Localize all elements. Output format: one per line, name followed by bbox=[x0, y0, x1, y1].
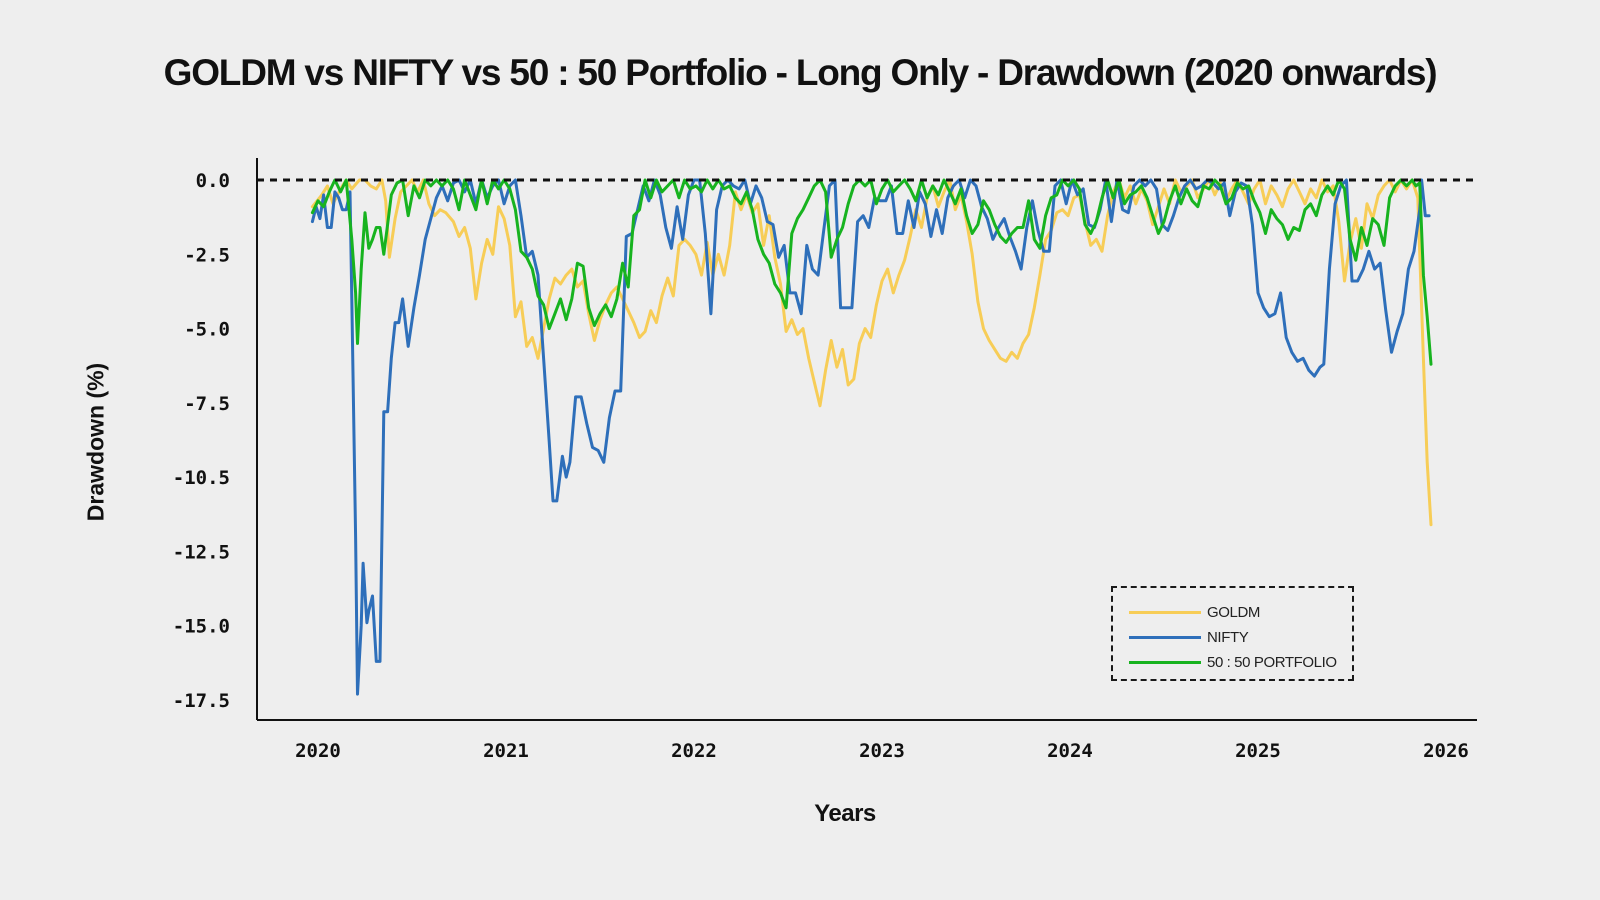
y-tick-label: -5.0 bbox=[184, 319, 230, 341]
legend-label-portfolio: 50 : 50 PORTFOLIO bbox=[1207, 654, 1337, 671]
x-tick-label: 2023 bbox=[859, 740, 905, 762]
y-tick-label: -17.5 bbox=[173, 690, 230, 712]
x-tick-label: 2022 bbox=[671, 740, 717, 762]
chart-title: GOLDM vs NIFTY vs 50 : 50 Portfolio - Lo… bbox=[163, 52, 1438, 93]
legend-swatch-nifty bbox=[1129, 636, 1201, 639]
y-tick-label: 0.0 bbox=[196, 170, 230, 192]
x-tick-label: 2025 bbox=[1235, 740, 1281, 762]
goldm-line bbox=[310, 178, 1433, 527]
legend-item-portfolio: 50 : 50 PORTFOLIO bbox=[1129, 650, 1352, 675]
y-tick-label: -15.0 bbox=[173, 616, 230, 638]
x-tick-label: 2026 bbox=[1423, 740, 1469, 762]
legend-item-nifty: NIFTY bbox=[1129, 625, 1352, 650]
y-tick-label: -12.5 bbox=[173, 541, 230, 563]
x-tick-label: 2020 bbox=[295, 740, 341, 762]
x-axis-label: Years bbox=[814, 800, 876, 827]
y-tick-label: -10.5 bbox=[173, 467, 230, 489]
legend-label-nifty: NIFTY bbox=[1207, 629, 1249, 646]
y-tick-label: -7.5 bbox=[184, 393, 230, 415]
legend-swatch-goldm bbox=[1129, 611, 1201, 614]
y-tick-label: -2.5 bbox=[184, 244, 230, 266]
x-tick-label: 2021 bbox=[483, 740, 529, 762]
legend-swatch-portfolio bbox=[1129, 661, 1201, 664]
x-tick-label: 2024 bbox=[1047, 740, 1093, 762]
legend-item-goldm: GOLDM bbox=[1129, 600, 1352, 625]
legend: GOLDM NIFTY 50 : 50 PORTFOLIO bbox=[1111, 586, 1354, 681]
legend-label-goldm: GOLDM bbox=[1207, 604, 1261, 621]
